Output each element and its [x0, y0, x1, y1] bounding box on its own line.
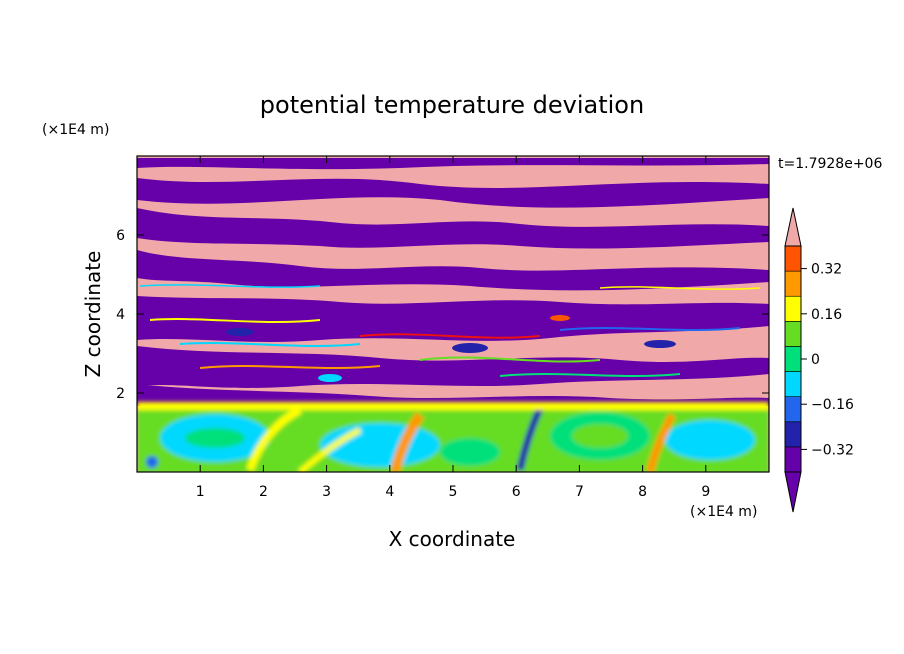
y-tick-label: 2	[116, 386, 125, 402]
colorbar-label: −0.32	[811, 442, 854, 458]
x-tick-label: 3	[322, 484, 331, 500]
colorbar-segment	[784, 295, 802, 322]
x-axis: 1 2 3 4 5 6 7 8 9	[196, 156, 710, 500]
colorbar-segment	[784, 421, 802, 448]
x-tick-label: 5	[449, 484, 458, 500]
x-tick-label: 1	[196, 484, 205, 500]
chart-title: potential temperature deviation	[260, 91, 644, 119]
x-tick-label: 9	[701, 484, 710, 500]
y-axis-title: Z coordinate	[81, 251, 105, 378]
colorbar-segment	[784, 371, 802, 397]
y-tick-label: 6	[116, 228, 125, 244]
x-tick-label: 2	[259, 484, 268, 500]
colorbar-segment	[784, 346, 802, 372]
colorbar-segment	[784, 321, 802, 347]
x-tick-label: 7	[575, 484, 584, 500]
y-tick-label: 4	[116, 307, 125, 323]
time-label: t=1.7928e+06	[778, 156, 882, 172]
colorbar-segment	[784, 245, 802, 272]
colorbar: 0.32 0.16 0 −0.16 −0.32	[784, 207, 854, 513]
x-tick-label: 6	[512, 484, 521, 500]
colorbar-extend-min	[784, 471, 802, 513]
mixing-streaks	[139, 284, 761, 382]
colorbar-label: 0.32	[811, 262, 842, 278]
x-tick-label: 8	[638, 484, 647, 500]
colorbar-segment	[784, 270, 802, 297]
contour-field	[137, 156, 769, 472]
x-tick-label: 4	[385, 484, 394, 500]
y-axis: 2 4 6	[116, 228, 769, 402]
colorbar-segment	[784, 446, 802, 473]
colorbar-extend-max	[784, 207, 802, 247]
purple-bands	[137, 158, 769, 406]
boundary-layer	[137, 402, 769, 472]
colorbar-label: −0.16	[811, 397, 854, 413]
y-unit-label: (×1E4 m)	[42, 122, 109, 138]
colorbar-label: 0.16	[811, 307, 842, 323]
colorbar-label: 0	[811, 352, 820, 368]
x-unit-label: (×1E4 m)	[690, 504, 757, 520]
x-axis-title: X coordinate	[389, 527, 516, 551]
colorbar-segment	[784, 396, 802, 423]
